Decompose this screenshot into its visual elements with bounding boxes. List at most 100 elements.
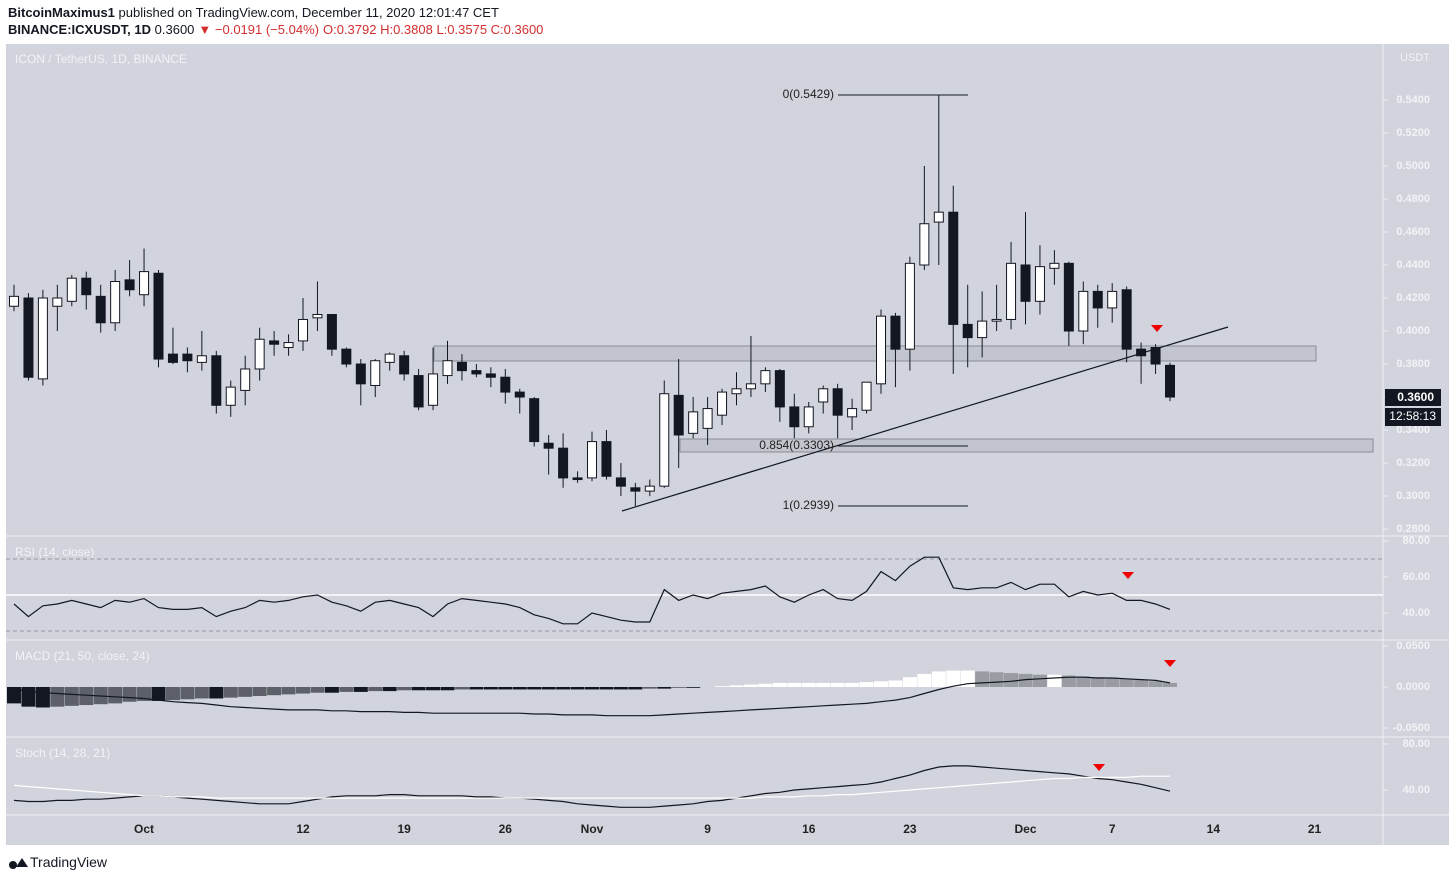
indicator-line <box>13 556 1171 625</box>
indicator-line <box>13 775 1170 799</box>
candle-body <box>1006 262 1017 320</box>
histogram-bar <box>902 677 917 687</box>
histogram-bar <box>830 682 845 687</box>
signal-arrow <box>1093 764 1105 771</box>
histogram-bar <box>238 686 253 697</box>
histogram-bar <box>1047 674 1062 687</box>
y-tick-label: 0.3400 <box>1396 424 1430 436</box>
candle-body <box>9 295 19 307</box>
y-tick-label: 0.5000 <box>1396 160 1430 172</box>
candle-body <box>572 477 583 481</box>
histogram-bar <box>1105 677 1120 687</box>
histogram-bar <box>1090 677 1105 687</box>
candle-body <box>861 381 872 411</box>
candle-body <box>298 318 308 342</box>
histogram-bar <box>382 686 397 692</box>
histogram-bar <box>64 686 79 706</box>
candle-body <box>500 376 511 393</box>
price: 0.3600 <box>154 22 195 37</box>
y-tick-label: 0.4400 <box>1396 259 1430 271</box>
histogram-bar <box>180 686 195 700</box>
candle-body <box>644 485 655 492</box>
histogram-bar <box>758 683 773 687</box>
candle-body <box>774 370 785 408</box>
x-tick-label: Nov <box>581 822 604 836</box>
histogram-bar <box>931 671 946 687</box>
brand[interactable]: TradingView <box>30 854 108 870</box>
histogram-bar <box>845 682 860 687</box>
candle-body <box>312 314 323 319</box>
x-tick-label: 9 <box>704 822 711 836</box>
candle-body <box>558 447 569 479</box>
candle-body <box>269 340 280 345</box>
candle-body <box>948 211 959 325</box>
candle-body <box>1150 347 1161 365</box>
candle-body <box>1049 262 1060 269</box>
candle-body <box>615 477 626 487</box>
candle-body <box>673 394 684 436</box>
x-tick-label: 19 <box>397 822 411 836</box>
resistance-zone <box>433 345 1317 362</box>
candle-body <box>211 355 222 406</box>
histogram-bar <box>50 686 65 707</box>
histogram-bar <box>1148 681 1163 687</box>
publisher[interactable]: BitcoinMaximus1 <box>8 5 115 20</box>
histogram-bar <box>512 686 527 690</box>
candle-body <box>760 370 771 385</box>
histogram-bar <box>772 682 787 687</box>
y-tick-label: 40.00 <box>1402 784 1430 796</box>
candle-body <box>240 368 251 391</box>
histogram-bar <box>151 686 166 701</box>
candle-body <box>254 338 265 370</box>
candle-body <box>832 388 843 416</box>
y-tick-label: 0.0500 <box>1396 640 1430 652</box>
histogram-bar <box>917 673 932 687</box>
candle-body <box>384 353 395 363</box>
candle-body <box>919 223 930 266</box>
candle-body <box>818 388 829 403</box>
histogram-bar <box>397 686 412 691</box>
candle-body <box>370 360 381 386</box>
footer: TradingView <box>8 854 107 870</box>
histogram-bar <box>613 686 628 690</box>
candle-body <box>991 318 1002 322</box>
histogram-bar <box>483 686 498 690</box>
histogram-bar <box>888 680 903 687</box>
candle-body <box>630 487 641 492</box>
candle-body <box>153 272 164 360</box>
candle-body <box>543 442 554 449</box>
signal-arrow <box>1122 572 1134 579</box>
candle-body <box>717 391 728 416</box>
y-tick-label: 0.4600 <box>1396 226 1430 238</box>
candle-body <box>529 398 540 443</box>
macd-line <box>13 676 1171 717</box>
symbol-info: BINANCE:ICXUSDT, 1D 0.3600 ▼ −0.0191 (−5.… <box>8 22 547 37</box>
x-tick-label: 12 <box>296 822 310 836</box>
publish-info: BitcoinMaximus1 published on TradingView… <box>8 5 499 20</box>
histogram-bar <box>599 686 614 690</box>
histogram-bar <box>1163 682 1177 687</box>
candle-body <box>23 297 34 378</box>
candle-body <box>471 370 482 375</box>
histogram-bar <box>324 686 339 693</box>
candle-body <box>1092 290 1103 309</box>
histogram-bar <box>165 686 180 701</box>
candle-body <box>1063 262 1074 332</box>
histogram-bar <box>1032 674 1047 687</box>
y-tick-label: 0.3800 <box>1396 358 1430 370</box>
pane-title: Stoch (14, 28, 21) <box>15 746 110 760</box>
x-tick-label: 7 <box>1109 822 1116 836</box>
histogram-bar <box>1119 678 1134 687</box>
currency: USDT <box>1400 52 1430 64</box>
histogram-bar <box>1076 676 1091 687</box>
histogram-bar <box>859 682 874 687</box>
price-tag-label: 0.3600 <box>1397 390 1434 404</box>
candle-body <box>514 391 525 398</box>
y-tick-label: 80.00 <box>1402 535 1430 547</box>
histogram-bar <box>426 686 441 691</box>
candle-body <box>601 441 612 477</box>
candle-body <box>139 271 150 296</box>
histogram-bar <box>21 686 36 707</box>
